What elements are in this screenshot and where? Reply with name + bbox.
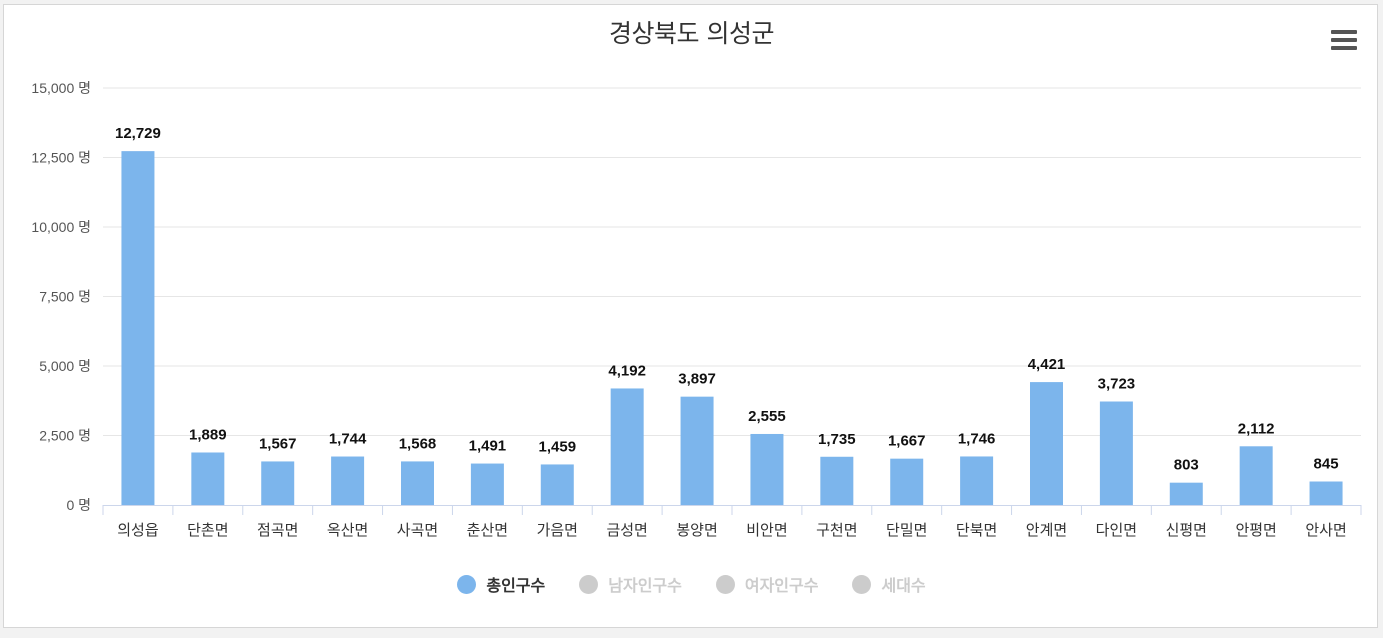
data-label: 1,568 (399, 435, 437, 452)
data-label: 803 (1174, 457, 1199, 474)
menu-line (1331, 46, 1357, 50)
y-tick-label: 0 명 (66, 497, 91, 513)
bar (960, 456, 994, 505)
bar (890, 458, 924, 505)
y-tick-label: 5,000 명 (39, 358, 91, 374)
data-label: 1,889 (189, 426, 227, 443)
y-tick-label: 12,500 명 (31, 150, 91, 166)
bar (680, 396, 714, 505)
bar (191, 452, 225, 505)
bar (1309, 481, 1343, 505)
data-label: 1,735 (818, 431, 856, 448)
legend-item[interactable]: 세대수 (852, 572, 926, 596)
x-tick-label: 춘산면 (467, 521, 508, 539)
bar (540, 464, 574, 505)
legend-item[interactable]: 여자인구수 (715, 572, 819, 596)
data-label: 12,729 (115, 125, 161, 142)
bar (1099, 401, 1133, 505)
bar (750, 433, 784, 505)
data-label: 1,667 (888, 433, 926, 450)
x-tick-label: 신평면 (1166, 521, 1207, 539)
data-label: 4,192 (608, 362, 646, 379)
bar (401, 461, 434, 505)
x-tick-label: 단밀면 (886, 521, 927, 539)
y-tick-label: 10,000 명 (31, 219, 91, 235)
bar (470, 463, 504, 505)
legend-dot-icon (579, 574, 599, 594)
bar (610, 388, 644, 505)
bar (331, 456, 365, 505)
data-label: 1,491 (469, 438, 507, 455)
legend-dot-icon (852, 574, 872, 594)
menu-line (1331, 30, 1357, 34)
data-label: 845 (1314, 456, 1339, 473)
x-tick-label: 단북면 (956, 521, 997, 539)
x-tick-label: 구천면 (816, 521, 857, 539)
legend-item[interactable]: 남자인구수 (579, 572, 682, 596)
legend-dot-icon (715, 574, 735, 594)
data-label: 1,744 (329, 431, 367, 448)
hamburger-menu-icon[interactable] (1329, 28, 1359, 54)
y-tick-label: 15,000 명 (31, 80, 91, 96)
legend: 총인구수 남자인구수 여자인구수 세대수 (0, 570, 1383, 598)
x-tick-label: 안사면 (1305, 521, 1346, 539)
x-tick-label: 봉양면 (676, 521, 717, 539)
bar (1030, 382, 1063, 505)
y-tick-label: 2,500 명 (39, 428, 91, 444)
data-label: 1,746 (958, 430, 996, 447)
data-label: 3,897 (678, 371, 716, 388)
bar (820, 456, 854, 505)
bar (1239, 446, 1273, 505)
data-label: 3,723 (1098, 376, 1136, 393)
data-label: 2,112 (1238, 420, 1275, 437)
data-label: 1,459 (539, 438, 577, 455)
data-label: 4,421 (1028, 356, 1066, 373)
x-tick-label: 안계면 (1026, 521, 1067, 539)
data-label: 2,555 (748, 408, 786, 425)
legend-label: 남자인구수 (608, 576, 682, 595)
x-tick-label: 의성읍 (117, 521, 158, 539)
x-tick-label: 점곡면 (257, 521, 298, 539)
y-tick-label: 7,500 명 (39, 289, 91, 305)
bar (121, 151, 155, 506)
bar (1169, 482, 1203, 505)
legend-label: 여자인구수 (744, 576, 819, 595)
legend-label: 총인구수 (486, 576, 546, 595)
chart-title: 경상북도 의성군 (609, 19, 774, 48)
x-tick-label: 옥산면 (327, 521, 368, 539)
x-tick-label: 단촌면 (187, 521, 228, 539)
legend-label: 세대수 (881, 576, 926, 595)
legend-dot-icon (457, 574, 477, 594)
chart-panel (3, 4, 1378, 628)
x-tick-label: 금성면 (606, 521, 647, 539)
x-tick-label: 안평면 (1235, 521, 1276, 539)
x-tick-label: 가음면 (537, 521, 578, 539)
data-label: 1,567 (259, 435, 297, 452)
menu-line (1331, 38, 1357, 42)
bar (261, 461, 295, 505)
x-tick-label: 다인면 (1096, 521, 1137, 539)
x-tick-label: 사곡면 (397, 521, 438, 539)
x-tick-label: 비안면 (746, 521, 787, 539)
legend-item[interactable]: 총인구수 (457, 572, 545, 596)
